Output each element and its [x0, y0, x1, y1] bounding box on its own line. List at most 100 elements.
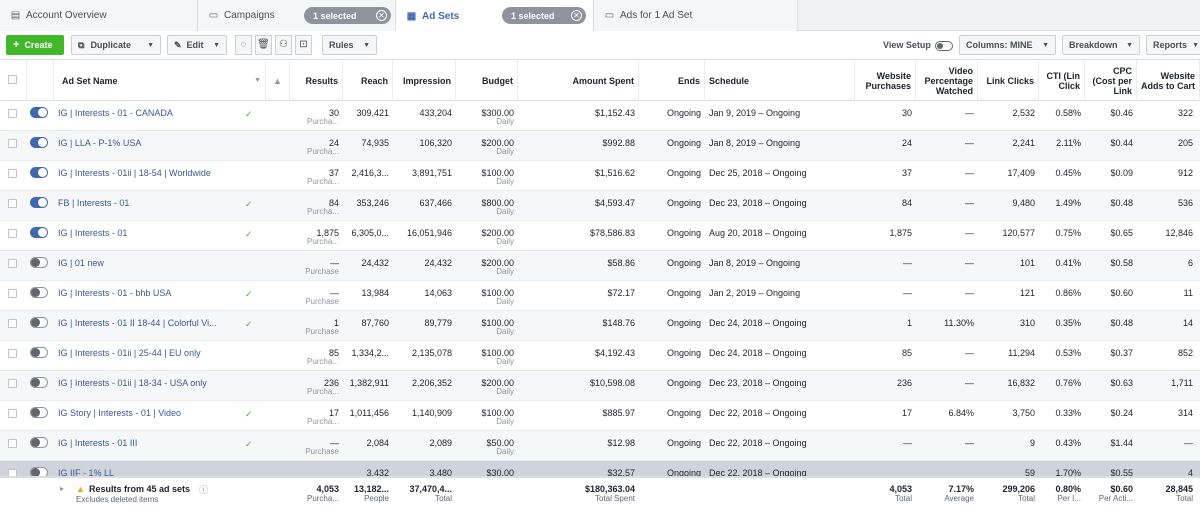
- ad-set-name-cell[interactable]: IG IIF - 1% LL: [54, 461, 242, 476]
- delivery-toggle[interactable]: [30, 287, 48, 298]
- delivery-toggle[interactable]: [30, 317, 48, 328]
- ad-set-name-link[interactable]: IG | Interests - 01: [58, 228, 128, 238]
- row-checkbox[interactable]: [8, 379, 17, 388]
- header-cpc[interactable]: CPC (Cost per Link: [1085, 60, 1137, 101]
- ad-set-name-cell[interactable]: IG | Interests - 01 - bhb USA: [54, 281, 242, 311]
- header-link-clicks[interactable]: Link Clicks: [978, 60, 1039, 101]
- delivery-toggle[interactable]: [30, 347, 48, 358]
- ad-set-name-link[interactable]: IG Story | Interests - 01 | Video: [58, 408, 182, 418]
- header-video-percentage[interactable]: Video Percentage Watched: [916, 60, 978, 101]
- tab-account-overview[interactable]: ▤ Account Overview: [0, 0, 198, 31]
- tab-ad-sets[interactable]: ▦ Ad Sets 1 selected ✕: [396, 0, 594, 32]
- delivery-toggle[interactable]: [30, 107, 48, 118]
- header-results[interactable]: Results: [290, 60, 343, 101]
- row-checkbox[interactable]: [8, 229, 17, 238]
- table-row[interactable]: IG | Interests - 01 - bhb USA ✓ — Purchase 1…: [0, 281, 1200, 311]
- ad-set-name-link[interactable]: IG | Interests - 01ii | 18-54 | Worldwid…: [58, 168, 211, 178]
- delivery-toggle[interactable]: [30, 377, 48, 388]
- expand-icon[interactable]: ▸: [60, 484, 65, 493]
- ad-set-name-cell[interactable]: IG | Interests - 01 III: [54, 431, 242, 461]
- delivery-toggle[interactable]: [30, 137, 48, 148]
- header-schedule[interactable]: Schedule: [705, 60, 855, 101]
- delivery-toggle[interactable]: [30, 227, 48, 238]
- header-ad-set-name[interactable]: Ad Set Name ▼: [54, 60, 266, 101]
- tab-campaigns[interactable]: ▭ Campaigns 1 selected ✕: [198, 0, 396, 31]
- ad-set-name-cell[interactable]: IG | Interests - 01 - CANADA: [54, 101, 242, 131]
- columns-dropdown[interactable]: Columns: MINE ▼: [959, 35, 1056, 55]
- ad-set-name-link[interactable]: IG | Interests - 01 - bhb USA: [58, 288, 172, 298]
- row-checkbox[interactable]: [8, 259, 17, 268]
- row-checkbox[interactable]: [8, 409, 17, 418]
- row-checkbox[interactable]: [8, 139, 17, 148]
- ad-set-name-link[interactable]: IG | LLA - P-1% USA: [58, 138, 142, 148]
- table-row[interactable]: FB | Interests - 01 ✓ 84 Purcha... 353,246 63…: [0, 191, 1200, 221]
- header-adds-to-cart[interactable]: Website Adds to Cart: [1137, 60, 1200, 101]
- delete-icon[interactable]: 🗑: [255, 35, 272, 55]
- delivery-toggle[interactable]: [30, 437, 48, 448]
- table-row[interactable]: IG | LLA - P-1% USA 24 Purcha... 74,935 106,…: [0, 131, 1200, 161]
- ad-set-name-link[interactable]: FB | Interests - 01: [58, 198, 130, 208]
- header-ends[interactable]: Ends: [639, 60, 705, 101]
- ad-set-name-cell[interactable]: IG | Interests - 01ii | 18-54 | Worldwid…: [54, 161, 242, 191]
- ad-set-name-cell[interactable]: IG | Interests - 01ii | 18-34 - USA only: [54, 371, 242, 401]
- table-row[interactable]: IG | Interests - 01 II 18-44 | Colorful …: [0, 311, 1200, 341]
- rules-button[interactable]: Rules ▼: [322, 35, 377, 55]
- header-amount-spent[interactable]: Amount Spent: [518, 60, 639, 101]
- ad-set-name-cell[interactable]: IG Story | Interests - 01 | Video: [54, 401, 242, 431]
- delivery-toggle[interactable]: [30, 257, 48, 268]
- table-row[interactable]: IG Story | Interests - 01 | Video ✓ 17 Purc…: [0, 401, 1200, 431]
- create-button[interactable]: + Create: [6, 35, 64, 55]
- row-checkbox[interactable]: [8, 169, 17, 178]
- ad-set-name-cell[interactable]: IG | Interests - 01ii | 25-44 | EU only: [54, 341, 242, 371]
- header-delivery-warning[interactable]: ▲: [266, 60, 290, 101]
- sort-icon[interactable]: ▼: [254, 76, 261, 84]
- ad-set-name-cell[interactable]: IG | 01 new: [54, 251, 242, 281]
- ab-test-icon[interactable]: ◌: [235, 35, 252, 55]
- audience-icon[interactable]: ⚇: [275, 35, 292, 55]
- table-row[interactable]: IG | Interests - 01 III ✓ — Purchase 2,084 2,…: [0, 431, 1200, 461]
- row-checkbox[interactable]: [8, 109, 17, 118]
- select-all-cell[interactable]: [0, 60, 27, 101]
- campaigns-selected-pill[interactable]: 1 selected ✕: [304, 7, 391, 24]
- edit-button[interactable]: ✎ Edit ▼: [167, 35, 227, 55]
- delivery-toggle[interactable]: [30, 167, 48, 178]
- breakdown-dropdown[interactable]: Breakdown ▼: [1062, 35, 1140, 55]
- delivery-toggle[interactable]: [30, 197, 48, 208]
- clear-adsets-selection-icon[interactable]: ✕: [571, 10, 582, 21]
- ad-set-name-link[interactable]: IG | Interests - 01ii | 18-34 - USA only: [58, 378, 207, 388]
- delivery-toggle[interactable]: [30, 407, 48, 418]
- view-setup-toggle[interactable]: [935, 41, 953, 51]
- ad-set-name-link[interactable]: IG | Interests - 01 II 18-44 | Colorful …: [58, 318, 217, 328]
- table-row[interactable]: IG | Interests - 01 ✓ 1,875 Purcha... 6,305,…: [0, 221, 1200, 251]
- table-row[interactable]: IG | 01 new — Purchase 24,432 24,432 $200.00 D…: [0, 251, 1200, 281]
- duplicate-button[interactable]: ⧉ Duplicate ▼: [71, 35, 161, 55]
- clear-campaigns-selection-icon[interactable]: ✕: [376, 10, 387, 21]
- table-row[interactable]: IG | Interests - 01 - CANADA ✓ 30 Purcha...…: [0, 101, 1200, 131]
- ad-set-name-cell[interactable]: IG | Interests - 01: [54, 221, 242, 251]
- table-row[interactable]: IG IIF - 1% LL 3,432 3,480 $30.00 $32.57 Ongo…: [0, 461, 1200, 476]
- table-row[interactable]: IG | Interests - 01ii | 18-54 | Worldwid…: [0, 161, 1200, 191]
- tab-ads[interactable]: ▭ Ads for 1 Ad Set: [594, 0, 798, 31]
- ad-set-name-link[interactable]: IG | 01 new: [58, 258, 104, 268]
- ad-set-name-link[interactable]: IG | Interests - 01ii | 25-44 | EU only: [58, 348, 201, 358]
- delivery-toggle[interactable]: [30, 467, 48, 476]
- header-reach[interactable]: Reach: [343, 60, 393, 101]
- ad-set-name-cell[interactable]: IG | Interests - 01 II 18-44 | Colorful …: [54, 311, 242, 341]
- header-website-purchases[interactable]: Website Purchases: [855, 60, 916, 101]
- row-checkbox[interactable]: [8, 319, 17, 328]
- adsets-selected-pill[interactable]: 1 selected ✕: [502, 7, 586, 24]
- row-checkbox[interactable]: [8, 349, 17, 358]
- preview-icon[interactable]: ⊡: [295, 35, 312, 55]
- header-impressions[interactable]: Impression: [393, 60, 456, 101]
- row-checkbox[interactable]: [8, 439, 17, 448]
- ad-set-name-cell[interactable]: IG | LLA - P-1% USA: [54, 131, 242, 161]
- row-checkbox[interactable]: [8, 469, 17, 476]
- table-row[interactable]: IG | Interests - 01ii | 18-34 - USA only…: [0, 371, 1200, 401]
- header-budget[interactable]: Budget: [456, 60, 518, 101]
- table-row[interactable]: IG | Interests - 01ii | 25-44 | EU only 8…: [0, 341, 1200, 371]
- reports-dropdown[interactable]: Reports ▼: [1146, 35, 1200, 55]
- select-all-checkbox[interactable]: [8, 75, 17, 84]
- ad-set-name-link[interactable]: IG | Interests - 01 III: [58, 438, 138, 448]
- ad-set-name-link[interactable]: IG IIF - 1% LL: [58, 468, 115, 476]
- ad-set-name-link[interactable]: IG | Interests - 01 - CANADA: [58, 108, 173, 118]
